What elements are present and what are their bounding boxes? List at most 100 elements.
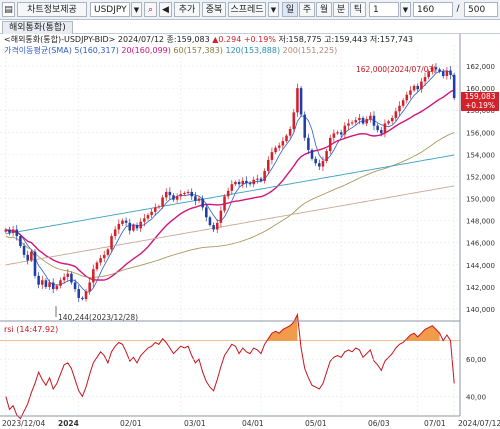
price-axis-labels: 140,000 142,000 144,000 146,000 148,000 150,0… <box>0 63 495 401</box>
candle-body <box>445 70 449 76</box>
candle-body <box>51 282 55 290</box>
candle-body <box>423 77 427 82</box>
period-month-button[interactable]: 월 <box>316 2 332 17</box>
date-axis-labels: 2023/12/04 2024 02/01 03/01 04/01 05/01 06/03 0… <box>2 419 500 428</box>
sma-5-line <box>5 70 455 293</box>
price-legend-change: ▲0.294 +0.19% <box>212 35 276 44</box>
chart-menu-icon[interactable]: ▤ <box>2 2 15 17</box>
current-price-badge: 159,083 +0.19% <box>461 92 499 111</box>
candle-body <box>70 273 73 283</box>
candle-body <box>256 178 259 180</box>
candle-body <box>139 221 142 229</box>
period-tick-button[interactable]: 틱 <box>350 2 366 17</box>
period-day-button[interactable]: 일 <box>282 2 298 17</box>
candle-body <box>310 149 314 159</box>
price-tick-label: 140,000 <box>466 306 495 314</box>
candle-body <box>175 196 179 200</box>
candle-body <box>172 195 175 200</box>
candle-body <box>241 180 245 185</box>
candle-body <box>95 262 99 270</box>
candle-body <box>416 85 420 90</box>
search-icon[interactable]: ⌕ <box>144 2 157 17</box>
candle-body <box>208 217 212 226</box>
sma-legend-5: 가격이동평균(SMA) 5(160,317) <box>4 46 119 55</box>
visible-count-input[interactable]: 160 <box>413 2 453 17</box>
candle-body <box>150 211 153 216</box>
candle-body <box>314 158 317 164</box>
symbol-input[interactable]: USDJPY <box>90 2 130 17</box>
period-week-button[interactable]: 주 <box>299 2 315 17</box>
candle-body <box>354 120 358 123</box>
price-tick-label: 150,000 <box>466 196 495 204</box>
candle-body <box>277 145 281 148</box>
candle-body <box>121 220 124 224</box>
symbol-dropdown-icon[interactable]: ▼ <box>131 2 142 17</box>
period-minute-button[interactable]: 분 <box>333 2 349 17</box>
candle-body <box>88 282 91 292</box>
candle-body <box>361 117 365 124</box>
candle-body <box>401 100 405 106</box>
multiplier-input[interactable]: 1 <box>369 2 399 17</box>
candle-body <box>11 229 15 233</box>
multiplier-dropdown-icon[interactable]: ▼ <box>400 2 411 17</box>
price-tick-label: 146,000 <box>466 240 495 248</box>
candle-body <box>274 147 277 153</box>
rsi-tick-label: 60,00 <box>466 356 486 364</box>
date-tick-label: 07/01 <box>424 419 446 428</box>
sma-60-line <box>5 132 455 278</box>
tab-bar: 해외통화(통합) <box>0 20 500 34</box>
price-tick-label: 162,000 <box>466 63 495 71</box>
candle-body <box>328 137 332 152</box>
candle-body <box>390 117 394 122</box>
sma-20-line <box>5 89 455 281</box>
low-annotation: 140,244(2023/12/28) <box>58 313 138 322</box>
candle-body <box>303 114 307 138</box>
candle-body <box>201 198 204 208</box>
candle-body <box>318 163 321 167</box>
current-price-value: 159,083 <box>464 92 496 101</box>
sma-120-line <box>5 154 455 235</box>
candle-body <box>270 152 274 160</box>
candle-body <box>19 236 22 247</box>
candle-body <box>266 159 270 171</box>
rsi-overbought-area <box>268 314 298 341</box>
spread-button[interactable]: 스프레드 <box>228 2 266 17</box>
candle-body <box>285 135 288 142</box>
candle-body <box>376 125 379 131</box>
date-tick-label: 05/01 <box>305 419 327 428</box>
candle-body <box>26 254 29 261</box>
candle-body <box>113 229 117 237</box>
candle-body <box>212 225 215 230</box>
candle-body <box>4 229 8 232</box>
candle-body <box>350 122 354 124</box>
candle-body <box>8 229 11 233</box>
sma-lines <box>5 70 455 293</box>
spread-dropdown-icon[interactable]: ▼ <box>268 2 279 17</box>
candle-body <box>336 132 339 134</box>
candle-body <box>48 282 51 287</box>
add-button[interactable]: 추가 <box>174 2 200 17</box>
candle-body <box>219 210 223 223</box>
candle-body <box>230 184 234 191</box>
chart-info-button[interactable]: 차트정보제공 <box>17 2 87 17</box>
candle-body <box>143 218 146 222</box>
price-legend: <해외통화(통합)-USDJPY-BID> 2024/07/12 종:159,0… <box>4 35 413 45</box>
price-tick-label: 160,000 <box>466 85 495 93</box>
candle-body <box>379 130 383 134</box>
candle-body <box>405 94 409 101</box>
price-tick-label: 148,000 <box>466 218 495 226</box>
sma-legend-120: 120(153,888) <box>225 46 281 55</box>
candle-body <box>394 111 398 118</box>
total-count-field: 500 <box>464 2 498 17</box>
candle-body <box>81 297 84 300</box>
price-tick-label: 154,000 <box>466 151 495 159</box>
candle-body <box>263 170 266 181</box>
symbol-prev-icon[interactable]: ◀ <box>159 2 172 17</box>
date-tick-label: 04/01 <box>242 419 264 428</box>
candle-body <box>55 285 59 290</box>
price-tick-label: 144,000 <box>466 262 495 270</box>
tab-overseas-currency[interactable]: 해외통화(통합) <box>2 21 73 34</box>
candle-body <box>387 121 390 124</box>
overlap-button[interactable]: 중복 <box>202 2 226 17</box>
